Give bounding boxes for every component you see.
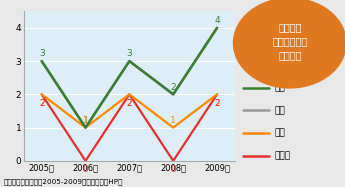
Text: 2: 2 bbox=[214, 99, 220, 108]
Text: 1: 1 bbox=[83, 116, 88, 125]
Text: 2: 2 bbox=[39, 99, 45, 108]
Text: 3: 3 bbox=[39, 49, 45, 58]
Text: 2: 2 bbox=[39, 99, 45, 108]
Text: 東海: 東海 bbox=[274, 83, 285, 92]
Text: 3: 3 bbox=[127, 49, 132, 58]
Text: 1: 1 bbox=[83, 116, 88, 125]
Text: 2: 2 bbox=[214, 99, 220, 108]
Text: 北陸: 北陸 bbox=[274, 128, 285, 137]
Text: 0: 0 bbox=[170, 165, 176, 174]
Text: 北海道: 北海道 bbox=[274, 151, 290, 160]
Text: 1: 1 bbox=[170, 116, 176, 125]
Text: 2: 2 bbox=[127, 99, 132, 108]
Text: 0: 0 bbox=[83, 165, 88, 174]
Circle shape bbox=[234, 0, 345, 88]
Text: 関東: 関東 bbox=[274, 106, 285, 115]
Text: 北海道は
台風の脅威が
少ない！: 北海道は 台風の脅威が 少ない！ bbox=[272, 22, 307, 60]
Text: 近年の台風接近数（2005-2009）　（気象庁HP）: 近年の台風接近数（2005-2009） （気象庁HP） bbox=[3, 179, 123, 185]
Text: 4: 4 bbox=[214, 16, 220, 25]
Text: 2: 2 bbox=[127, 99, 132, 108]
Text: 2: 2 bbox=[170, 82, 176, 91]
